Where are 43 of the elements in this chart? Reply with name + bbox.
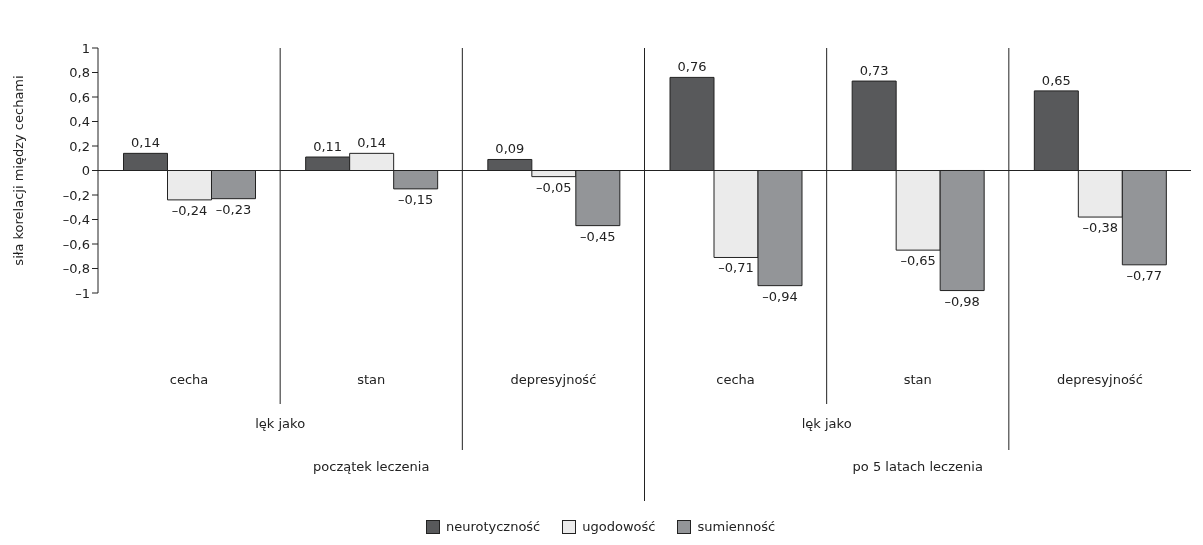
data-label: –0,94 [762, 288, 798, 304]
y-tick-label: –0,4 [62, 212, 90, 228]
y-tick-label: 0,4 [69, 114, 90, 130]
text: lęk jako [255, 416, 306, 431]
data-label: 0,76 [677, 59, 707, 75]
y-tick-label: –0,8 [62, 261, 90, 277]
legend-label: sumienność [697, 519, 776, 534]
data-label: 0,65 [1041, 72, 1071, 88]
y-tick-label: 0,8 [69, 65, 90, 81]
y-tick-label: 0 [81, 163, 90, 179]
data-label: –0,38 [1082, 220, 1119, 236]
data-label: 0,11 [313, 139, 343, 155]
x-tick-label: stan [357, 372, 386, 387]
data-label: 0,09 [495, 141, 525, 157]
data-label: –0,45 [580, 228, 616, 244]
data-label: –0,23 [215, 201, 252, 217]
x-tick-label: depresyjność [510, 372, 597, 387]
text: początek leczenia [313, 459, 430, 474]
x-tick-label: stan [903, 372, 932, 387]
text: po 5 latach leczenia [852, 459, 983, 474]
data-label: –0,65 [900, 253, 936, 269]
data-label: –0,77 [1126, 267, 1163, 283]
y-axis-title: siła korelacji między cechami [10, 75, 26, 266]
data-label: 0,14 [357, 135, 387, 151]
y-tick-label: 1 [81, 40, 90, 56]
legend-label: ugodowość [582, 519, 656, 534]
x-tick-label: cecha [716, 372, 755, 387]
legend-label: neurotyczność [445, 519, 541, 534]
y-tick-label: 0,6 [69, 89, 90, 105]
x-tick-label: depresyjność [1057, 372, 1143, 387]
y-tick-label: –0,2 [62, 187, 90, 203]
y-tick-label: –0,6 [62, 236, 90, 252]
data-label: 0,73 [859, 63, 889, 79]
data-label: –0,15 [397, 191, 434, 207]
data-label: –0,24 [171, 202, 208, 218]
text: lęk jako [801, 416, 852, 431]
data-label: –0,05 [536, 179, 572, 195]
y-tick-label: 0,2 [69, 138, 90, 154]
data-label: 0,14 [131, 135, 160, 151]
y-tick-label: –1 [75, 285, 90, 301]
data-label: –0,98 [944, 293, 980, 309]
data-label: –0,71 [718, 260, 754, 276]
x-tick-label: cecha [169, 372, 209, 387]
